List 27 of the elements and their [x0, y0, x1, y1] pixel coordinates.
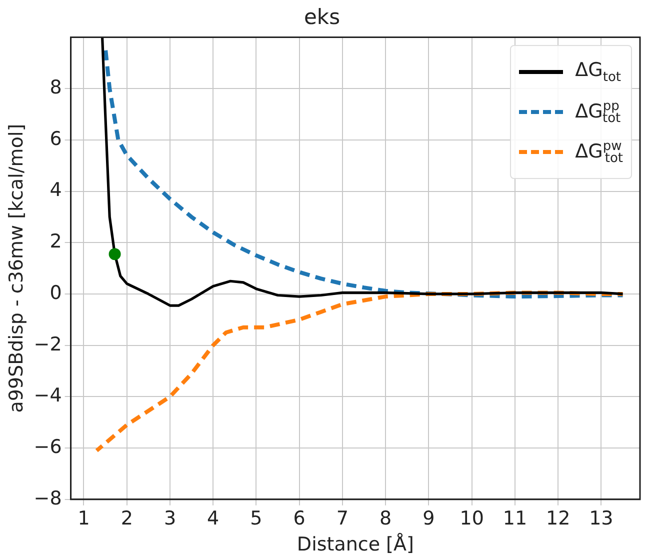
y-tick-label: 4: [50, 179, 62, 202]
x-tick-label: 10: [460, 508, 484, 530]
x-tick-label: 6: [293, 508, 306, 530]
y-axis-title: a99SBdisp - c36mw [kcal/mol]: [5, 124, 28, 413]
x-tick-label: 12: [546, 508, 570, 530]
x-tick-label: 11: [502, 508, 528, 530]
legend-label: ΔG$_{tot}$: [575, 59, 621, 86]
x-tick-label: 2: [120, 508, 133, 530]
x-axis-title: Distance [Å]: [296, 532, 414, 556]
chart-title: eks: [304, 5, 340, 30]
y-tick-label: 6: [50, 128, 62, 150]
y-tick-label: 0: [50, 282, 62, 304]
x-tick-label: 9: [422, 508, 435, 530]
x-tick-label: 1: [78, 508, 90, 530]
line-series: [94, 290, 625, 453]
y-tick-label: 8: [50, 76, 62, 98]
x-tick-label: 13: [589, 508, 614, 530]
x-tick-label: 8: [380, 508, 392, 530]
x-tick-label: 4: [207, 508, 220, 530]
x-tick-label: 7: [336, 508, 349, 530]
y-tick-label: −8: [34, 487, 62, 510]
y-tick-label: −2: [34, 333, 62, 356]
y-tick-label: −4: [34, 384, 62, 407]
y-tick-label: −6: [34, 436, 62, 458]
x-tick-label: 3: [164, 508, 176, 530]
y-tick-label: 2: [50, 230, 62, 253]
x-tick-label: 5: [250, 508, 262, 530]
